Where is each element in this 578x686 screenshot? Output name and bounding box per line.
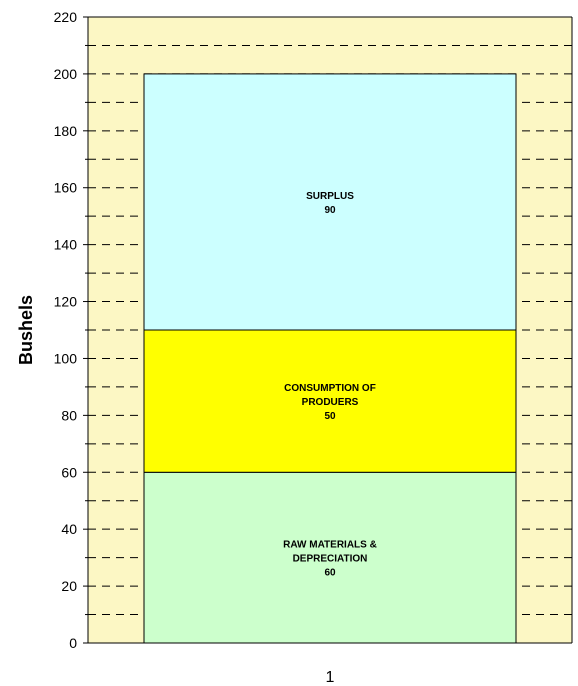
- y-tick-label: 180: [54, 123, 78, 139]
- x-category-label: 1: [326, 669, 335, 686]
- y-axis-ticks: 0 20 40 60 80 100 120 140 160 180 200 220: [54, 9, 88, 651]
- y-tick-label: 60: [61, 464, 77, 480]
- segment-name-label: SURPLUS: [306, 191, 354, 202]
- y-tick-label: 160: [54, 180, 78, 196]
- bar-segment-2: [143, 73, 517, 331]
- segment-value-label: 50: [324, 411, 336, 422]
- y-tick-label: 40: [61, 521, 77, 537]
- segment-value-label: 90: [324, 205, 336, 216]
- segment-value-label: 60: [324, 568, 336, 579]
- segment-name-label: DEPRECIATION: [293, 554, 368, 565]
- y-tick-label: 20: [61, 578, 77, 594]
- bar-segment-1: [143, 329, 517, 473]
- y-tick-label: 100: [54, 350, 78, 366]
- y-tick-label: 80: [61, 407, 77, 423]
- segment-name-label: PRODUERS: [302, 397, 359, 408]
- segment-name-label: CONSUMPTION OF: [284, 383, 376, 394]
- y-tick-label: 220: [54, 9, 78, 25]
- y-tick-label: 140: [54, 237, 78, 253]
- y-tick-label: 120: [54, 294, 78, 310]
- y-tick-label: 0: [69, 635, 77, 651]
- segment-name-label: RAW MATERIALS &: [283, 540, 377, 551]
- y-axis-title: Bushels: [16, 295, 36, 365]
- y-tick-label: 200: [54, 66, 78, 82]
- bar-segments: [143, 73, 517, 644]
- segment-labels: RAW MATERIALS & DEPRECIATION 60 CONSUMPTION…: [283, 191, 377, 579]
